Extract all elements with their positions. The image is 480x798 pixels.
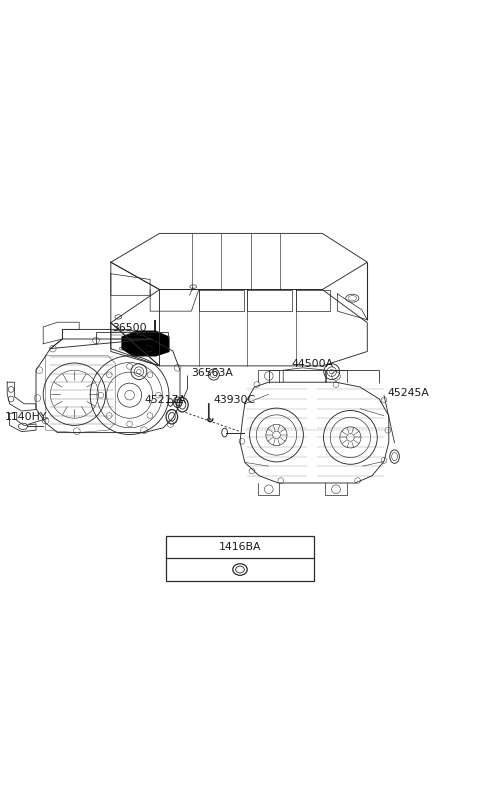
Text: 1416BA: 1416BA [219, 542, 261, 551]
Text: 45217A: 45217A [144, 395, 186, 405]
Text: 43930C: 43930C [214, 395, 256, 405]
Polygon shape [122, 331, 169, 356]
Text: 36500: 36500 [112, 323, 147, 333]
Text: 36563A: 36563A [191, 368, 233, 377]
Text: 44500A: 44500A [292, 359, 334, 369]
Text: 45245A: 45245A [388, 389, 430, 398]
Text: 1140HY: 1140HY [5, 413, 47, 422]
Bar [166, 535, 314, 582]
